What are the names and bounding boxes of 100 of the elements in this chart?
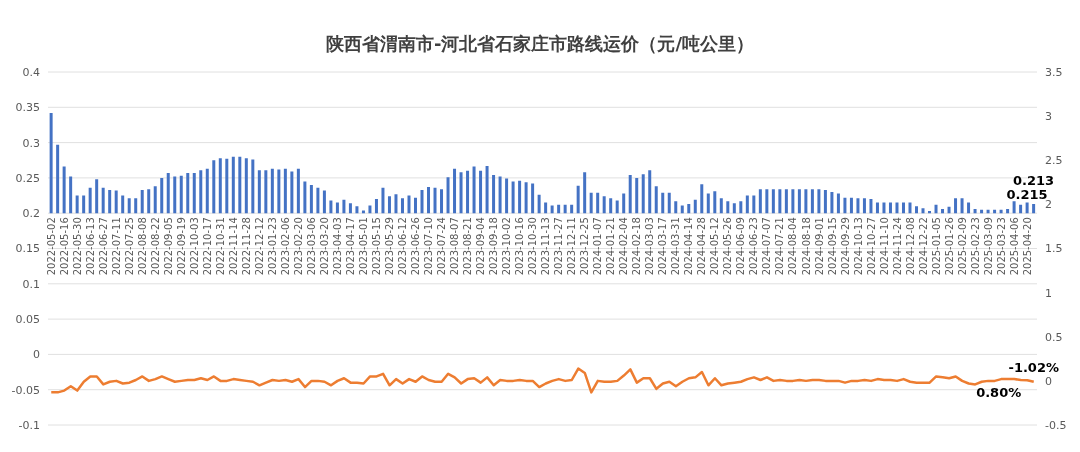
bar: [563, 204, 567, 214]
y2-tick-label: 1: [1045, 286, 1052, 300]
x-tick-label: 2022-05-02: [45, 217, 57, 276]
bar: [485, 165, 489, 214]
bar: [908, 202, 912, 214]
bar: [1012, 201, 1016, 214]
x-tick-label: 2023-03-20: [319, 217, 331, 276]
bar: [570, 204, 574, 214]
bar: [368, 205, 372, 214]
bar: [609, 198, 613, 214]
x-tick-label: 2023-02-20: [293, 217, 304, 276]
x-tick-label: 2024-03-03: [644, 217, 656, 276]
bar: [550, 205, 554, 214]
bar: [322, 190, 326, 214]
bar: [199, 170, 203, 214]
x-tick-label: 2024-01-21: [605, 217, 617, 276]
bar: [238, 156, 242, 214]
x-tick-label: 2025-02-23: [969, 217, 981, 276]
x-tick-label: 2024-04-14: [683, 217, 695, 276]
bar: [492, 175, 496, 214]
x-tick-label: 2024-08-18: [800, 217, 812, 276]
bar: [466, 170, 470, 214]
bar: [745, 195, 749, 214]
bar: [309, 184, 313, 214]
x-tick-label: 2024-05-26: [722, 217, 734, 276]
x-tick-label: 2022-10-03: [188, 217, 200, 276]
bar: [108, 189, 112, 214]
bar: [531, 183, 535, 214]
bar: [661, 192, 665, 214]
x-tick-label: 2024-06-09: [735, 217, 747, 276]
x-tick-label: 2023-09-18: [488, 217, 500, 276]
y2-tick-label: 0: [1045, 374, 1052, 388]
bar: [277, 169, 281, 214]
bar: [628, 175, 632, 214]
bar: [915, 206, 918, 214]
x-tick-label: 2024-04-28: [696, 217, 708, 276]
bar: [153, 186, 157, 214]
x-tick-label: 2023-11-13: [540, 217, 552, 276]
bar: [771, 189, 775, 214]
bar: [101, 187, 105, 214]
bar: [667, 192, 671, 214]
x-tick-label: 2024-09-01: [813, 217, 825, 276]
x-tick-label: 2023-10-02: [501, 217, 513, 276]
x-tick-label: 2023-05-01: [358, 217, 370, 276]
bar: [505, 178, 509, 214]
bar: [348, 203, 352, 214]
bar: [680, 205, 684, 214]
bar: [758, 189, 762, 214]
bar: [954, 198, 958, 214]
x-tick-label: 2023-09-04: [475, 217, 487, 276]
x-tick-label: 2025-04-20: [1021, 217, 1033, 276]
y2-tick-label: 3: [1045, 110, 1052, 124]
bar: [472, 166, 476, 214]
x-tick-label: 2023-06-12: [397, 217, 409, 276]
x-tick-label: 2023-08-21: [462, 217, 474, 276]
bar: [901, 202, 905, 214]
x-tick-label: 2024-02-18: [631, 217, 643, 276]
bar: [225, 158, 229, 214]
bar: [960, 198, 964, 214]
x-tick-label: 2025-03-23: [995, 217, 1007, 276]
x-tick-label: 2022-09-19: [175, 217, 187, 276]
x-tick-label: 2022-06-27: [97, 217, 109, 276]
bar: [374, 199, 378, 214]
bar: [823, 189, 827, 214]
bar: [928, 211, 932, 214]
x-tick-label: 2023-12-11: [566, 217, 578, 276]
y-tick-label: 0.35: [15, 101, 40, 115]
bar: [329, 200, 333, 214]
bar: [407, 195, 411, 214]
bar: [400, 198, 404, 214]
bar: [967, 202, 971, 214]
bar: [511, 181, 515, 214]
chart-title: 陕西省渭南市-河北省石家庄市路线运价（元/吨公里）: [324, 32, 755, 56]
bar: [1032, 204, 1036, 214]
bar: [355, 206, 359, 214]
x-tick-label: 2024-05-12: [709, 217, 721, 276]
bar: [947, 206, 951, 214]
bar: [602, 196, 606, 214]
bar: [830, 192, 834, 214]
bar: [82, 195, 86, 214]
y-tick-label: 0: [33, 348, 40, 362]
bar: [498, 176, 502, 214]
x-tick-label: 2022-10-17: [201, 217, 213, 276]
bar: [75, 195, 79, 214]
bar: [752, 195, 756, 214]
y-tick-label: 0.25: [15, 171, 40, 185]
x-tick-label: 2023-07-24: [436, 217, 448, 276]
bar: [739, 201, 743, 214]
bar: [862, 198, 866, 214]
bar: [335, 202, 339, 214]
x-tick-label: 2023-10-30: [527, 217, 539, 276]
bar: [160, 177, 164, 214]
bar: [290, 171, 294, 214]
bar: [648, 170, 652, 214]
bar: [244, 158, 248, 214]
bar: [784, 189, 788, 214]
x-tick-label: 2024-09-15: [826, 217, 838, 276]
bar: [479, 170, 483, 214]
bar: [576, 185, 580, 214]
bar: [186, 172, 190, 214]
